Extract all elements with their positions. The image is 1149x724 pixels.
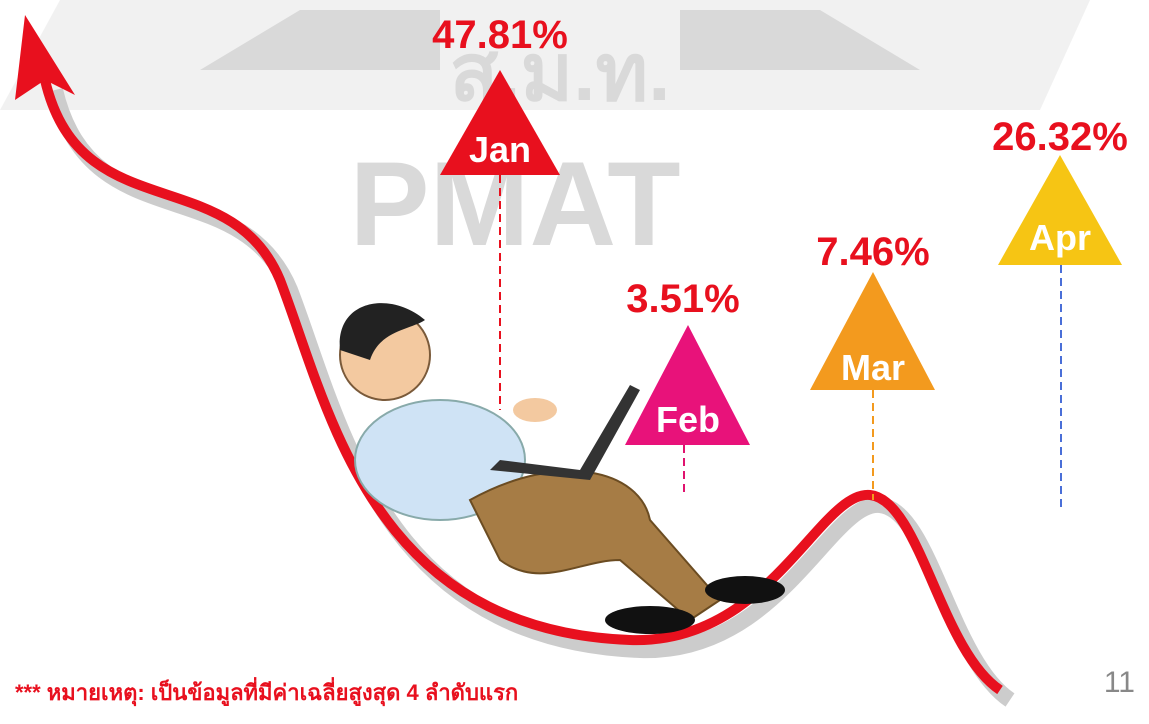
month-marker: Apr 26.32% [992, 115, 1128, 510]
month-label: Mar [841, 347, 905, 388]
value-label: 26.32% [992, 115, 1128, 159]
month-marker: Mar 7.46% [810, 230, 935, 500]
value-label: 47.81% [432, 13, 568, 57]
month-label: Jan [469, 129, 531, 170]
footnote: *** หมายเหตุ: เป็นข้อมูลที่มีค่าเฉลี่ยสู… [15, 676, 518, 707]
month-label: Apr [1029, 217, 1091, 258]
page-number: 11 [1104, 666, 1135, 699]
value-label: 7.46% [816, 230, 929, 274]
value-label: 3.51% [626, 277, 739, 321]
month-label: Feb [656, 399, 720, 440]
slide: ส.ม.ท. PMAT Jan 47.81% Feb 3.51% Mar 7.4… [0, 0, 1149, 724]
month-marker: Feb 3.51% [625, 277, 750, 495]
person-illustration [340, 303, 785, 634]
